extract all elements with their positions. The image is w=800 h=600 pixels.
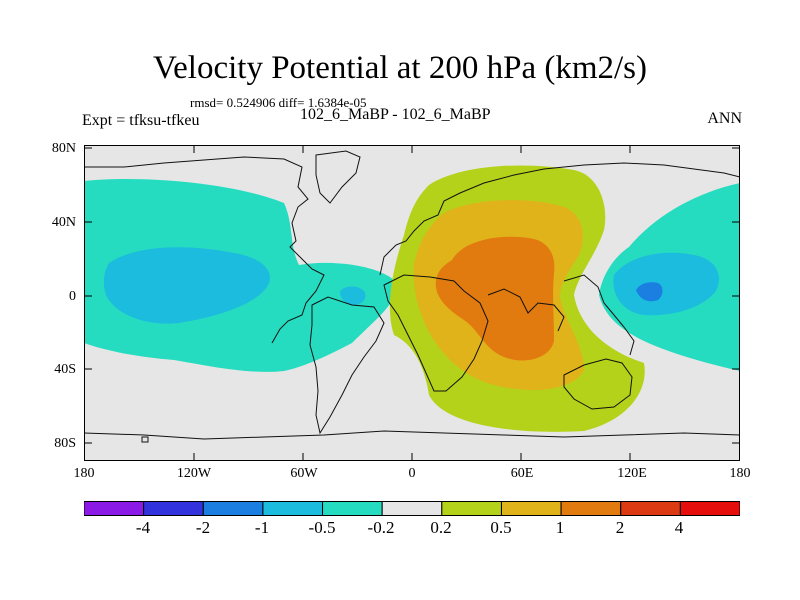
colorbar-box bbox=[620, 501, 681, 516]
contour-blue-east bbox=[636, 282, 663, 302]
x-tick-label: 180 bbox=[729, 466, 751, 481]
experiment-label: Expt = tfksu-tfkeu bbox=[82, 112, 200, 129]
coastline-south-america bbox=[309, 296, 385, 435]
stats-text: rmsd= 0.524906 diff= 1.6384e-05 bbox=[190, 95, 367, 110]
x-tick-label: 0 bbox=[408, 466, 416, 481]
colorbar-box bbox=[679, 501, 740, 516]
case-label: 102_6_MaBP - 102_6_MaBP bbox=[300, 106, 491, 123]
coastline-australia bbox=[563, 358, 633, 410]
colorbar-label: -2 bbox=[195, 518, 211, 537]
contour-cyan-east bbox=[613, 252, 720, 316]
colorbar-box bbox=[262, 501, 324, 516]
colorbar-label: -0.2 bbox=[367, 518, 395, 537]
colorbar-box bbox=[84, 501, 145, 516]
coastline-arabia-india bbox=[487, 288, 565, 332]
colorbar-label: 0.2 bbox=[430, 518, 452, 537]
y-tick-label: 40N bbox=[51, 215, 76, 230]
y-tick-label: 80N bbox=[51, 141, 76, 156]
colorbar-box bbox=[500, 501, 562, 516]
island-marker bbox=[141, 436, 149, 443]
y-tick-label: 80S bbox=[54, 436, 76, 451]
coastline-southeast-asia bbox=[563, 274, 635, 356]
season-label: ANN bbox=[707, 110, 742, 127]
colorbar-label: 2 bbox=[615, 518, 625, 537]
contour-cyan-west bbox=[103, 247, 270, 324]
x-tick-label: 120E bbox=[617, 466, 647, 481]
x-tick-label: 60E bbox=[510, 466, 534, 481]
colorbar-label: -0.5 bbox=[308, 518, 336, 537]
x-tick-label: 120W bbox=[176, 466, 212, 481]
colorbar-label: 0.5 bbox=[490, 518, 512, 537]
colorbar-label: -1 bbox=[254, 518, 270, 537]
coastline-europe-asia bbox=[379, 162, 740, 276]
x-tick-label: 180 bbox=[73, 466, 95, 481]
colorbar-box bbox=[202, 501, 264, 516]
colorbar-label: 1 bbox=[555, 518, 565, 537]
colorbar-box bbox=[143, 501, 204, 516]
colorbar-box bbox=[560, 501, 622, 516]
y-tick-label: 40S bbox=[54, 362, 76, 377]
axis-ticks bbox=[84, 145, 740, 461]
coastline-north-america bbox=[84, 156, 325, 344]
coastline-africa bbox=[383, 274, 489, 392]
coastline-greenland bbox=[315, 150, 361, 204]
colorbar-box bbox=[381, 501, 443, 516]
contour-cyan-spot bbox=[340, 286, 366, 305]
colorbar-box bbox=[441, 501, 502, 516]
colorbar-box bbox=[322, 501, 383, 516]
colorbar-label: 4 bbox=[674, 518, 684, 537]
colorbar-label: -4 bbox=[135, 518, 151, 537]
coastline-antarctica bbox=[84, 430, 740, 440]
plot-title: Velocity Potential at 200 hPa (km2/s) bbox=[152, 50, 648, 86]
colorbar bbox=[84, 501, 740, 516]
map-plot bbox=[84, 145, 740, 461]
contour-orange bbox=[435, 236, 555, 361]
coastlines bbox=[84, 150, 740, 443]
x-tick-label: 60W bbox=[290, 466, 318, 481]
y-tick-label: 0 bbox=[69, 289, 76, 304]
